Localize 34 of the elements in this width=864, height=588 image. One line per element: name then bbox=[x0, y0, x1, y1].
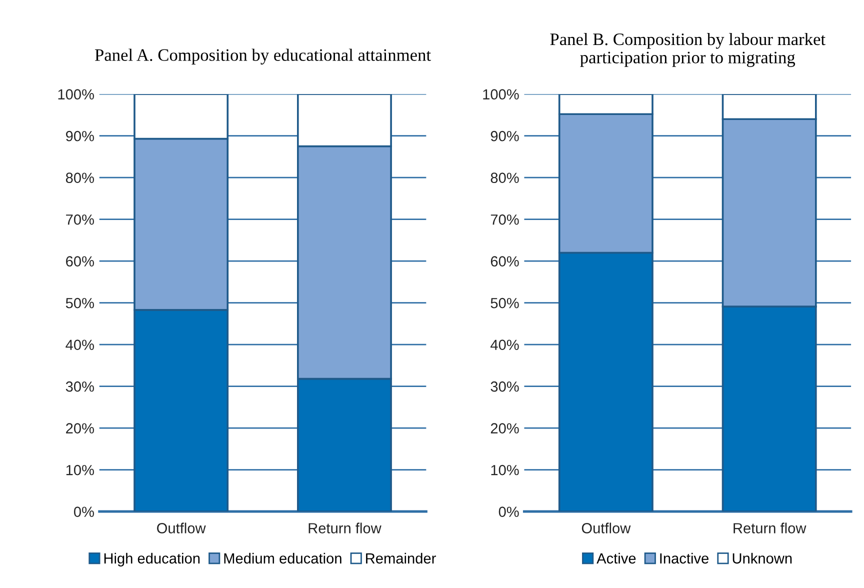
y-tick-label: 100% bbox=[58, 89, 94, 100]
legend-label: Remainder bbox=[366, 552, 436, 564]
chart-title: Panel B. Composition by labour market participation prior to migrating bbox=[550, 32, 826, 67]
y-tick-label: 10% bbox=[491, 464, 519, 476]
y-tick-label: 20% bbox=[490, 423, 519, 434]
x-tick-label: Outflow bbox=[582, 522, 631, 534]
y-tick-label: 30% bbox=[66, 381, 94, 392]
y-tick-label: 90% bbox=[490, 130, 519, 142]
y-tick-label: 40% bbox=[66, 340, 94, 350]
x-tick-label: Return flow bbox=[734, 522, 806, 534]
legend-label: Medium education bbox=[224, 552, 342, 564]
legend-label: Inactive bbox=[660, 552, 708, 564]
y-tick-label: 20% bbox=[66, 423, 94, 434]
y-tick-label: 50% bbox=[66, 298, 94, 308]
y-tick-label: 60% bbox=[66, 256, 94, 266]
y-tick-label: 0% bbox=[498, 506, 519, 517]
y-tick-label: 80% bbox=[66, 172, 94, 184]
y-tick-label: 30% bbox=[490, 381, 519, 392]
y-tick-label: 80% bbox=[490, 172, 519, 184]
legend-label: Unknown bbox=[732, 552, 792, 564]
x-tick-label: Return flow bbox=[308, 522, 382, 534]
y-tick-label: 60% bbox=[490, 256, 519, 266]
y-tick-label: 0% bbox=[74, 506, 94, 517]
y-tick-label: 50% bbox=[490, 298, 519, 308]
x-tick-label: Outflow bbox=[157, 522, 206, 534]
legend-label: High education bbox=[104, 552, 200, 566]
legend-label: Active bbox=[596, 552, 636, 564]
y-tick-label: 70% bbox=[490, 214, 519, 225]
y-tick-label: 100% bbox=[483, 89, 519, 100]
chart-title: Panel A. Composition by educational attainment bbox=[94, 48, 431, 64]
y-tick-label: 70% bbox=[66, 214, 94, 225]
y-tick-label: 10% bbox=[66, 464, 94, 476]
y-tick-label: 40% bbox=[490, 340, 519, 350]
y-tick-label: 90% bbox=[66, 130, 94, 142]
